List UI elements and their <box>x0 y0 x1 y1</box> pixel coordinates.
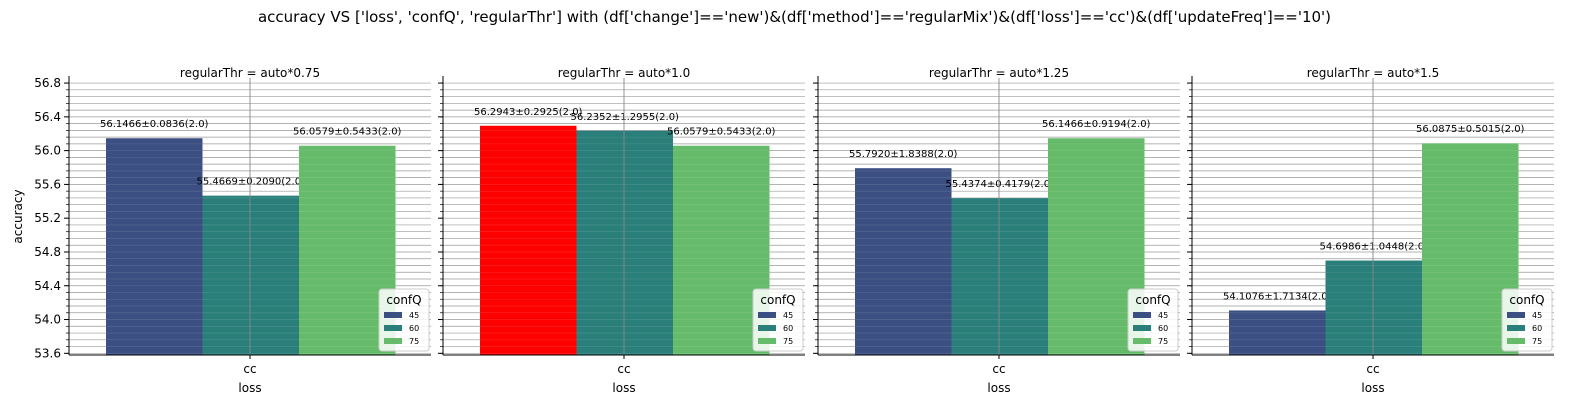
y-tick-label: 55.6 <box>34 177 61 191</box>
bar-value-label: 56.0579±0.5433(2.0) <box>293 127 402 138</box>
legend-swatch-45 <box>384 312 402 318</box>
legend-box <box>1127 288 1179 352</box>
x-axis-label: loss <box>1361 381 1384 395</box>
legend-swatch-45 <box>1133 312 1151 318</box>
bar-value-label: 56.1466±0.9194(2.0) <box>1042 119 1151 130</box>
bar-value-label: 56.0579±0.5433(2.0) <box>667 127 776 138</box>
bar-confQ-45 <box>106 138 203 355</box>
bar-confQ-45 <box>480 125 577 356</box>
legend-swatch-60 <box>1133 325 1151 331</box>
legend-label: 75 <box>1532 337 1542 346</box>
panel-1: 53.6 54.0 54.4 54.8 55.2 55.6 56.0 56.4 56.8 56.1… <box>34 66 431 395</box>
legend-swatch-75 <box>384 338 402 344</box>
y-tick-label: 56.0 <box>34 144 61 158</box>
panel-title: regularThr = auto*1.0 <box>558 66 691 80</box>
y-tick-label: 55.2 <box>34 211 61 225</box>
x-axis-label: loss <box>612 381 635 395</box>
bar-value-label: 56.2352±1.2955(2.0) <box>571 112 680 123</box>
legend-swatch-75 <box>1133 338 1151 344</box>
legend-swatch-45 <box>1507 312 1525 318</box>
legend-box <box>752 288 804 352</box>
legend-label: 45 <box>783 311 793 320</box>
legend-title: confQ <box>1135 293 1170 307</box>
x-tick-label: cc <box>1366 362 1379 376</box>
legend-label: 60 <box>783 324 793 333</box>
bar-value-label: 55.4669±0.2090(2.0) <box>197 177 306 188</box>
x-tick-label: cc <box>617 362 630 376</box>
panel-2: 56.2943±0.2925(2.0)56.2352±1.2955(2.0) 56… <box>438 66 805 395</box>
bar-confQ-60 <box>576 130 673 355</box>
figure-title: accuracy VS ['loss', 'confQ', 'regularTh… <box>257 8 1332 26</box>
panel-title: regularThr = auto*1.25 <box>929 66 1069 80</box>
legend-label: 75 <box>1158 337 1168 346</box>
bar-confQ-60 <box>202 195 299 355</box>
bar-confQ-60 <box>1325 260 1422 355</box>
y-tick-label: 54.8 <box>34 245 61 259</box>
y-tick-label: 56.4 <box>34 110 61 124</box>
panel-3: 55.7920±1.8388(2.0) 55.4374±0.4179(2.0) 56… <box>813 66 1180 395</box>
legend-swatch-45 <box>758 312 776 318</box>
x-tick-label: cc <box>243 362 256 376</box>
legend-label: 75 <box>409 337 419 346</box>
legend-box <box>378 288 430 352</box>
bar-value-label: 56.2943±0.2925(2.0) <box>474 107 583 118</box>
bar-value-label: 55.7920±1.8388(2.0) <box>849 149 958 160</box>
y-tick-label: 53.6 <box>34 346 61 360</box>
bar-confQ-45 <box>1229 310 1326 355</box>
legend-label: 45 <box>1532 311 1542 320</box>
legend-label: 45 <box>1158 311 1168 320</box>
bar-confQ-60 <box>951 198 1048 355</box>
x-tick-label: cc <box>992 362 1005 376</box>
y-tick-label: 54.4 <box>34 279 61 293</box>
legend-label: 60 <box>1158 324 1168 333</box>
bar-value-label: 54.6986±1.0448(2.0) <box>1320 242 1429 253</box>
legend-title: confQ <box>1509 293 1544 307</box>
x-axis-label: loss <box>238 381 261 395</box>
legend-box <box>1501 288 1553 352</box>
bar-value-label: 56.1466±0.0836(2.0) <box>100 119 209 130</box>
panel-4: 54.1076±1.7134(2.0) 54.6986±1.0448(2.0) 56… <box>1187 66 1554 395</box>
bar-value-label: 54.1076±1.7134(2.0) <box>1223 291 1332 302</box>
legend-swatch-60 <box>384 325 402 331</box>
legend-label: 75 <box>783 337 793 346</box>
legend-title: confQ <box>386 293 421 307</box>
legend-swatch-75 <box>758 338 776 344</box>
legend-swatch-75 <box>1507 338 1525 344</box>
y-tick-label: 54.0 <box>34 313 61 327</box>
y-axis-label: accuracy <box>11 189 25 243</box>
bar-confQ-45 <box>855 168 952 355</box>
panel-title: regularThr = auto*1.5 <box>1307 66 1440 80</box>
y-tick-label: 56.8 <box>34 76 61 90</box>
legend-swatch-60 <box>1507 325 1525 331</box>
legend-swatch-60 <box>758 325 776 331</box>
legend-label: 60 <box>1532 324 1542 333</box>
legend-label: 60 <box>409 324 419 333</box>
panel-title: regularThr = auto*0.75 <box>180 66 320 80</box>
bar-value-label: 55.4374±0.4179(2.0) <box>946 179 1055 190</box>
bar-value-label: 56.0875±0.5015(2.0) <box>1416 124 1525 135</box>
legend-label: 45 <box>409 311 419 320</box>
legend-title: confQ <box>760 293 795 307</box>
x-axis-label: loss <box>987 381 1010 395</box>
